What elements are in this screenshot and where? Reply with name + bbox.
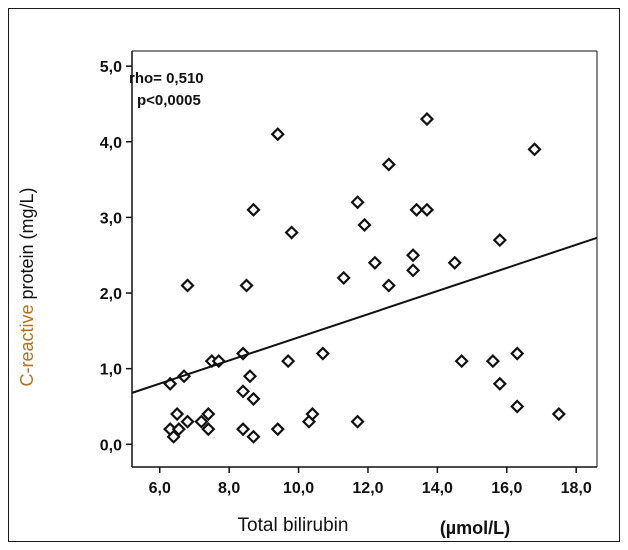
data-point <box>182 416 193 427</box>
x-tick-label: 18,0 <box>561 480 592 497</box>
data-point <box>529 144 540 155</box>
data-point <box>248 204 259 215</box>
scatter-chart: 0,0 1,0 2,0 3,0 4,0 5,0 6,0 8,0 10,0 12,0 14,0 16,0… <box>9 9 621 543</box>
data-point <box>408 265 419 276</box>
x-tick-label: 6,0 <box>149 480 171 497</box>
data-point <box>272 129 283 140</box>
y-tick-label: 0,0 <box>100 437 122 454</box>
data-point <box>512 348 523 359</box>
data-point <box>248 393 259 404</box>
data-points <box>165 114 565 443</box>
data-point <box>494 235 505 246</box>
data-point <box>283 356 294 367</box>
y-axis-title: C-reactive protein (mg/L) <box>17 187 37 386</box>
chart-frame: 0,0 1,0 2,0 3,0 4,0 5,0 6,0 8,0 10,0 12,0 14,0 16,0… <box>8 8 620 542</box>
data-point <box>421 114 432 125</box>
x-tick-label: 16,0 <box>491 480 522 497</box>
x-axis-title: Total bilirubin <box>238 515 349 536</box>
y-axis-title-accent: C-reactive <box>17 305 37 387</box>
y-axis-title-rest: protein (mg/L) <box>17 187 37 299</box>
data-point <box>421 204 432 215</box>
x-tick-label: 14,0 <box>422 480 453 497</box>
x-tick-label: 8,0 <box>218 480 240 497</box>
data-point <box>494 378 505 389</box>
data-point <box>241 280 252 291</box>
data-point <box>286 227 297 238</box>
data-point <box>359 219 370 230</box>
data-point <box>244 371 255 382</box>
data-point <box>352 197 363 208</box>
y-tick-label: 2,0 <box>100 286 122 303</box>
data-point <box>408 250 419 261</box>
data-point <box>449 257 460 268</box>
y-tick-label: 5,0 <box>100 59 122 76</box>
y-tick-label: 1,0 <box>100 362 122 379</box>
data-point <box>338 272 349 283</box>
data-point <box>272 424 283 435</box>
data-point <box>553 409 564 420</box>
plot-area: 0,0 1,0 2,0 3,0 4,0 5,0 6,0 8,0 10,0 12,0 14,0 16,0… <box>100 51 597 497</box>
data-point <box>238 386 249 397</box>
data-point <box>248 431 259 442</box>
x-tick-label: 12,0 <box>352 480 383 497</box>
rho-annotation: rho= 0,510 <box>129 70 204 87</box>
data-point <box>182 280 193 291</box>
data-point <box>172 409 183 420</box>
data-point <box>512 401 523 412</box>
data-point <box>383 280 394 291</box>
data-point <box>369 257 380 268</box>
p-value-annotation: p<0,0005 <box>137 92 201 109</box>
data-point <box>456 356 467 367</box>
x-tick-label: 10,0 <box>283 480 314 497</box>
data-point <box>383 159 394 170</box>
y-tick-label: 4,0 <box>100 135 122 152</box>
x-axis-unit: (µmol/L) <box>440 518 510 538</box>
data-point <box>352 416 363 427</box>
regression-line <box>132 238 597 393</box>
data-point <box>487 356 498 367</box>
data-point <box>317 348 328 359</box>
y-tick-label: 3,0 <box>100 210 122 227</box>
data-point <box>238 424 249 435</box>
